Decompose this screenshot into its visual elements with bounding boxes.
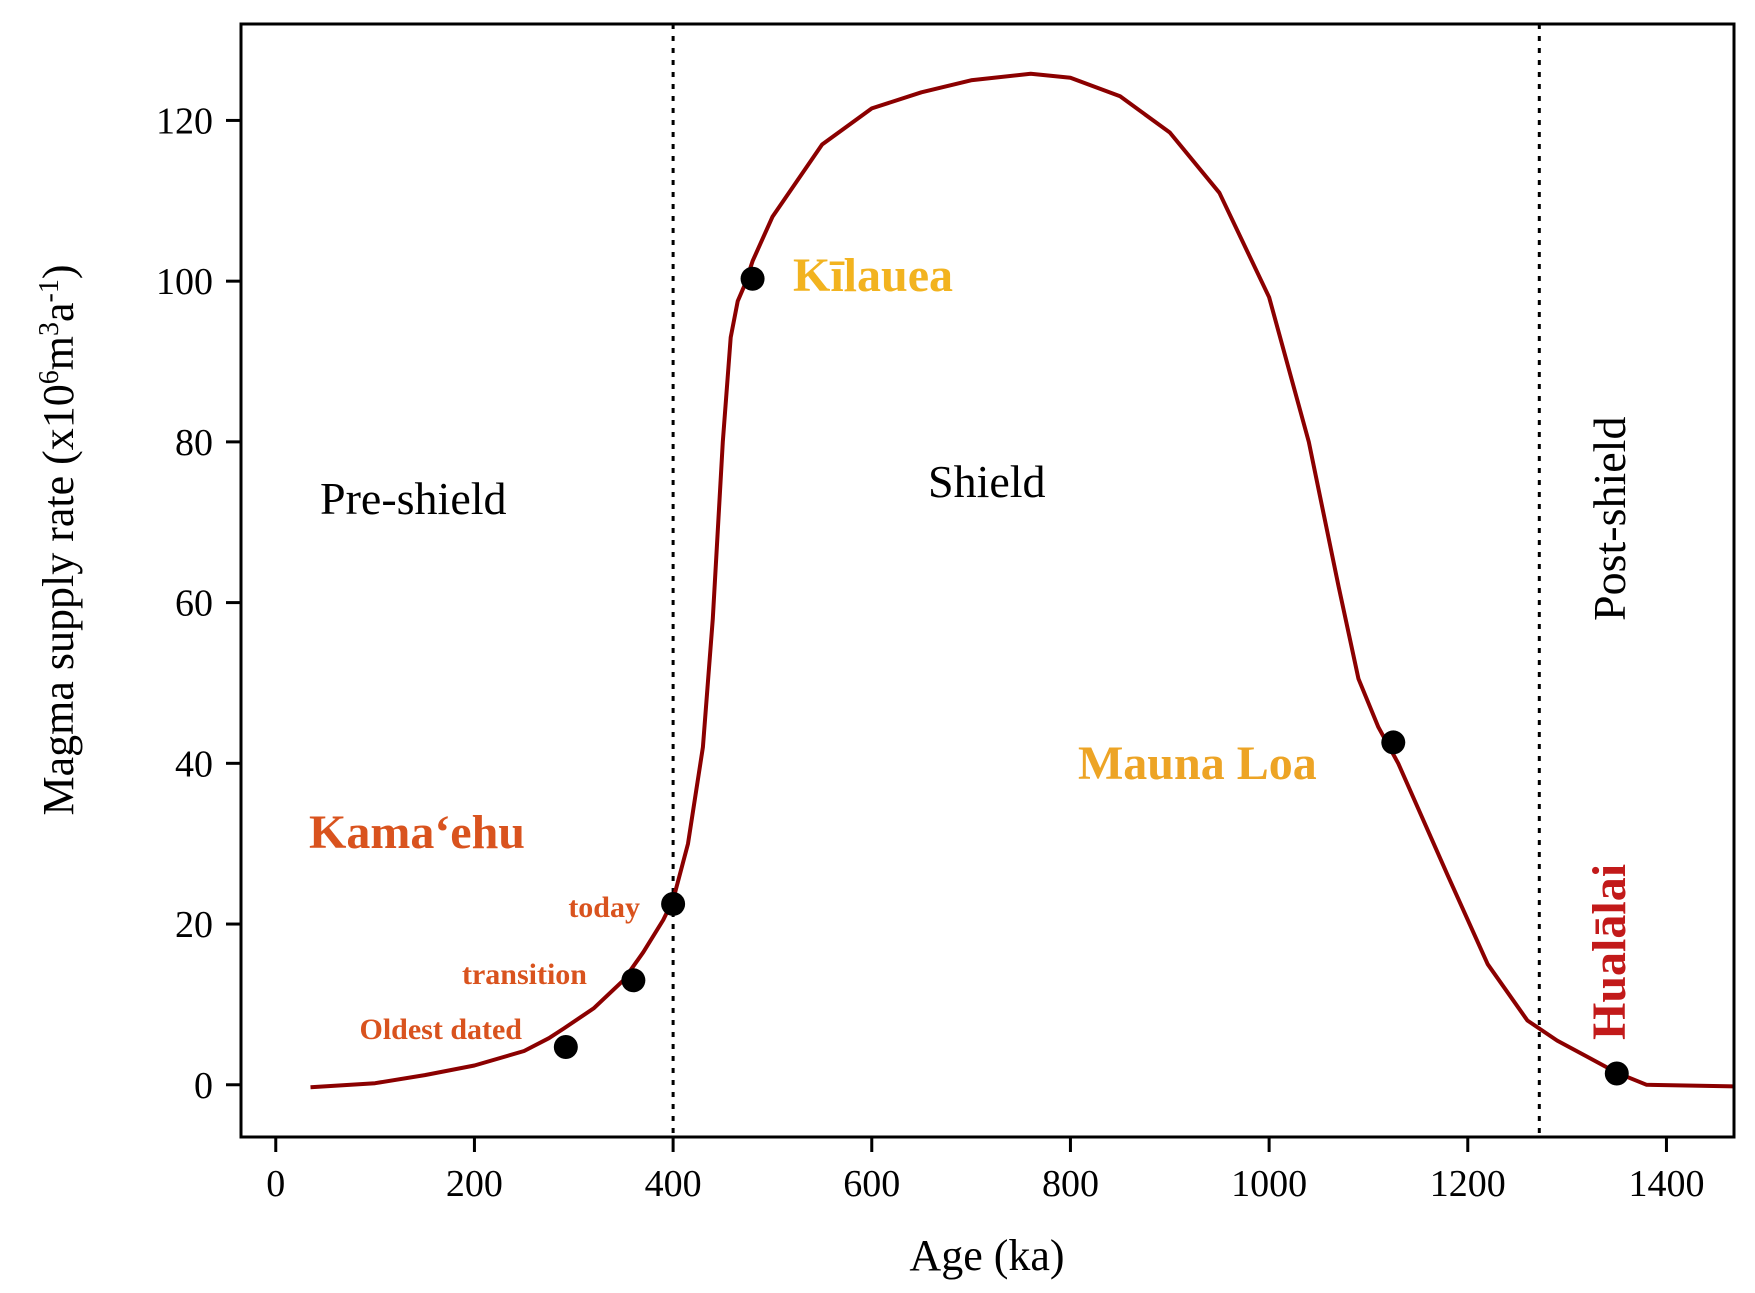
annotation-today: today [568, 891, 640, 924]
y-tick-label-120: 120 [156, 100, 213, 142]
data-point-5 [1604, 1061, 1629, 1086]
data-point-4 [1381, 730, 1406, 755]
volcano-label-kilauea: Kīlauea [793, 249, 953, 302]
volcano-label-mauna-loa: Mauna Loa [1078, 737, 1317, 790]
data-point-3 [740, 266, 765, 291]
volcano-points [553, 266, 1629, 1086]
x-tick-label-1400: 1400 [1628, 1163, 1704, 1205]
x-tick-label-1200: 1200 [1430, 1163, 1506, 1205]
y-tick-label-40: 40 [175, 743, 213, 785]
plot-frame [239, 22, 1736, 1139]
x-axis-title: Age (ka) [909, 1231, 1064, 1280]
magma-supply-curve [310, 71, 1735, 1090]
x-tick-label-1000: 1000 [1231, 1163, 1307, 1205]
data-point-1 [621, 968, 646, 993]
annotation-transition: transition [462, 958, 587, 991]
data-point-0 [553, 1034, 578, 1059]
x-tick-label-400: 400 [645, 1163, 702, 1205]
volcano-label-kamaehu: Kamaʻehu [309, 806, 525, 859]
y-axis-title: Magma supply rate (x106m3a-1) [34, 264, 83, 815]
volcano-label-hualalai: Hualālai [1583, 864, 1636, 1040]
x-tick-label-600: 600 [843, 1163, 900, 1205]
y-axis-ticks: 0 20 40 60 80 100 120 [156, 100, 241, 1107]
phase-boundaries [671, 24, 1541, 1137]
x-axis-ticks: 0 200 400 600 800 1000 1200 1400 [266, 1137, 1704, 1205]
phase-label-pre-shield: Pre-shield [320, 473, 507, 524]
phase-label-shield: Shield [928, 456, 1046, 507]
y-tick-label-80: 80 [175, 422, 213, 464]
x-tick-label-800: 800 [1042, 1163, 1099, 1205]
y-tick-label-60: 60 [175, 583, 213, 625]
annotation-oldest-dated: Oldest dated [359, 1013, 522, 1046]
x-tick-label-200: 200 [446, 1163, 503, 1205]
y-tick-label-100: 100 [156, 261, 213, 303]
y-tick-label-20: 20 [175, 904, 213, 946]
data-point-2 [661, 891, 686, 916]
phase-label-post-shield: Post-shield [1584, 417, 1635, 621]
x-tick-label-0: 0 [266, 1163, 285, 1205]
y-tick-label-0: 0 [194, 1065, 213, 1107]
